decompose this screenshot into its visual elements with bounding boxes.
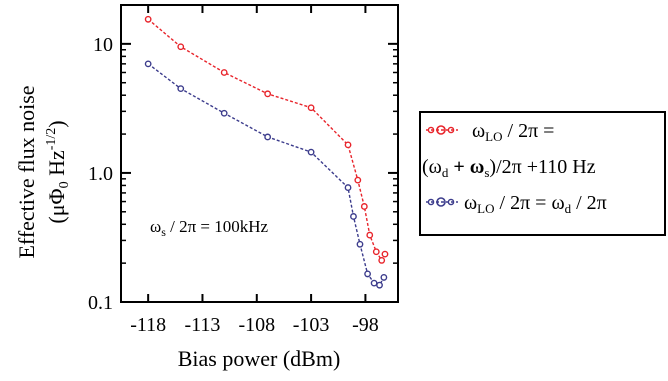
data-point-1 bbox=[307, 148, 315, 156]
legend-red-line1: ωLO / 2π = bbox=[472, 120, 554, 144]
data-point-0 bbox=[381, 250, 389, 258]
data-point-1 bbox=[380, 274, 388, 281]
y-axis-label-line2: (μΦ0 Hz-1/2) bbox=[44, 120, 72, 223]
annotation-sub: s bbox=[161, 225, 166, 239]
y-tick-label: 0.1 bbox=[88, 292, 113, 314]
data-point-0 bbox=[372, 248, 380, 256]
y-label-prefix: (μΦ bbox=[44, 188, 69, 223]
series-line-1 bbox=[147, 63, 385, 287]
data-point-0 bbox=[354, 176, 362, 184]
data-point-0 bbox=[360, 203, 368, 210]
y-label-sub: 0 bbox=[57, 181, 72, 188]
x-tick-label: -118 bbox=[130, 314, 166, 336]
data-point-0 bbox=[177, 43, 185, 51]
data-point-1 bbox=[376, 281, 383, 289]
data-point-1 bbox=[344, 184, 352, 191]
legend-box bbox=[419, 111, 666, 236]
data-point-1 bbox=[364, 270, 371, 278]
y-label-sup: -1/2 bbox=[44, 128, 59, 151]
x-tick-label: -108 bbox=[238, 314, 275, 336]
data-point-0 bbox=[144, 15, 152, 23]
legend-red-line2: (ωd + ωs)/2π +110 Hz bbox=[422, 156, 596, 180]
legend-red-marker-left bbox=[427, 126, 435, 134]
y-label-suffix: ) bbox=[44, 120, 69, 127]
y-axis-label-line1: Effective flux noise bbox=[14, 85, 39, 258]
legend-blue-marker-right bbox=[447, 198, 455, 206]
x-tick-label: -103 bbox=[293, 314, 330, 336]
annotation-omega: ω bbox=[150, 217, 161, 236]
data-point-0 bbox=[220, 69, 228, 76]
x-ticks: -118 -113 -108 -103 -98 bbox=[130, 5, 379, 336]
legend-item-blue: ωLO / 2π = ωd / 2π bbox=[426, 192, 607, 216]
y-label-mid: Hz bbox=[44, 150, 69, 181]
data-point-1 bbox=[144, 60, 152, 68]
legend-red-marker-right bbox=[447, 126, 455, 134]
y-ticks: 0.1 1.0 10 bbox=[88, 34, 398, 314]
data-point-0 bbox=[307, 104, 315, 112]
data-point-1 bbox=[220, 109, 228, 117]
legend-item-red: ωLO / 2π = (ωd + ωs)/2π +110 Hz bbox=[422, 120, 596, 180]
annotation-omega-s: ωs / 2π = 100kHz bbox=[150, 217, 269, 239]
data-point-1 bbox=[350, 213, 357, 220]
data-point-1 bbox=[370, 279, 378, 287]
data-point-0 bbox=[344, 141, 352, 149]
data-point-1 bbox=[177, 85, 185, 93]
legend-blue-marker-left bbox=[427, 198, 435, 206]
data-point-0 bbox=[378, 257, 386, 264]
legend-red-marker-center bbox=[436, 125, 446, 135]
y-axis-label: Effective flux noise (μΦ0 Hz-1/2) bbox=[14, 85, 72, 258]
x-tick-label: -98 bbox=[352, 314, 379, 336]
series-layer bbox=[144, 15, 389, 289]
legend-blue-text: ωLO / 2π = ωd / 2π bbox=[464, 192, 607, 216]
x-tick-label: -113 bbox=[185, 314, 221, 336]
x-axis-label: Bias power (dBm) bbox=[178, 346, 341, 371]
y-tick-label: 1.0 bbox=[88, 163, 113, 185]
y-tick-label: 10 bbox=[93, 34, 113, 56]
data-point-0 bbox=[264, 90, 272, 98]
data-point-0 bbox=[366, 231, 374, 239]
annotation-rest: / 2π = 100kHz bbox=[166, 217, 269, 236]
data-point-1 bbox=[356, 240, 364, 248]
data-point-1 bbox=[264, 133, 272, 141]
legend: ωLO / 2π = (ωd + ωs)/2π +110 Hz ωLO / 2π… bbox=[419, 111, 666, 236]
legend-blue-marker-center bbox=[436, 197, 446, 207]
plot-frame bbox=[120, 4, 399, 303]
